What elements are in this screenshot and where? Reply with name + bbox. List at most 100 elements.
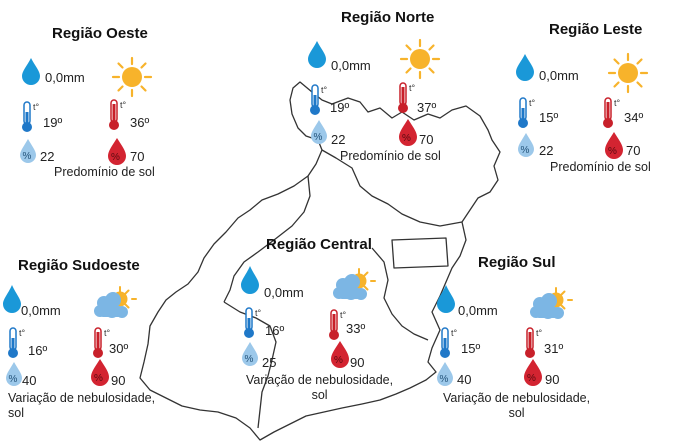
weather-description: Variação de nebulosidade, sol xyxy=(443,391,591,420)
humidity-max-value: 90 xyxy=(545,372,560,387)
region-title: Região Oeste xyxy=(52,25,148,42)
svg-text:t°: t° xyxy=(409,83,416,93)
humidity-min-value: 22 xyxy=(539,143,554,158)
rain-drop-icon xyxy=(22,58,40,85)
humidity-max-value: 70 xyxy=(419,132,434,147)
humidity-min-icon: % xyxy=(242,342,258,366)
rain-drop-icon xyxy=(437,285,455,313)
rain-drop-icon xyxy=(241,266,259,294)
sun-icon xyxy=(111,56,153,98)
temp-min-value: 15º xyxy=(539,110,559,125)
humidity-max-icon: % xyxy=(108,138,126,165)
thermometer-min-icon: t° xyxy=(440,327,458,358)
svg-text:%: % xyxy=(245,354,254,365)
temp-min-value: 15º xyxy=(461,341,481,356)
svg-text:t°: t° xyxy=(120,100,127,110)
temp-min-value: 16º xyxy=(28,343,48,358)
border-oeste-central xyxy=(223,175,311,303)
region-title: Região Sul xyxy=(478,254,556,271)
rain-value: 0,0mm xyxy=(331,58,371,73)
temp-min-value: 19º xyxy=(43,115,63,130)
thermometer-min-icon: t° xyxy=(244,307,262,338)
thermometer-min-icon: t° xyxy=(310,84,328,115)
humidity-max-value: 70 xyxy=(626,143,641,158)
humidity-max-icon: % xyxy=(331,341,349,368)
thermometer-max-icon: t° xyxy=(329,309,347,340)
federal-district xyxy=(391,237,449,269)
humidity-max-icon: % xyxy=(524,359,542,386)
sun-icon xyxy=(607,52,649,94)
thermometer-min-icon: t° xyxy=(22,101,40,132)
rain-value: 0,0mm xyxy=(264,285,304,300)
weather-description: Predomínio de sol xyxy=(340,149,441,163)
svg-text:t°: t° xyxy=(19,328,26,338)
svg-text:%: % xyxy=(402,133,411,144)
svg-text:t°: t° xyxy=(536,328,543,338)
thermometer-max-icon: t° xyxy=(525,327,543,358)
humidity-min-icon: % xyxy=(311,120,327,144)
humidity-min-value: 22 xyxy=(40,149,55,164)
humidity-min-icon: % xyxy=(20,139,36,163)
thermometer-max-icon: t° xyxy=(603,97,621,128)
sun-icon xyxy=(399,38,441,80)
weather-description: Variação de nebulosidade, sol xyxy=(246,373,394,402)
temp-max-value: 36º xyxy=(130,115,150,130)
svg-text:%: % xyxy=(23,151,32,162)
svg-text:t°: t° xyxy=(340,310,347,320)
region-title: Região Central xyxy=(266,236,372,253)
svg-text:t°: t° xyxy=(104,328,111,338)
temp-max-value: 31º xyxy=(544,341,564,356)
humidity-max-icon: % xyxy=(91,359,109,386)
region-title: Região Sudoeste xyxy=(18,257,140,274)
svg-text:%: % xyxy=(314,132,323,143)
svg-text:%: % xyxy=(334,355,343,366)
weather-description: Predomínio de sol xyxy=(54,165,155,179)
rain-value: 0,0mm xyxy=(21,303,61,318)
temp-min-value: 19º xyxy=(330,100,350,115)
cloud-sun-icon xyxy=(530,287,573,319)
humidity-min-value: 40 xyxy=(457,372,472,387)
humidity-min-value: 40 xyxy=(22,373,37,388)
svg-text:t°: t° xyxy=(33,102,40,112)
humidity-min-icon: % xyxy=(518,133,534,157)
svg-text:%: % xyxy=(608,146,617,157)
temp-max-value: 33º xyxy=(346,321,366,336)
svg-text:t°: t° xyxy=(451,328,458,338)
weather-description: Variação de nebulosidade, sol xyxy=(8,391,156,420)
temp-max-value: 34º xyxy=(624,110,644,125)
svg-text:%: % xyxy=(527,373,536,384)
border-central-sul xyxy=(371,247,429,341)
svg-text:t°: t° xyxy=(321,85,328,95)
thermometer-max-icon: t° xyxy=(398,82,416,113)
region-title: Região Norte xyxy=(341,9,435,26)
rain-value: 0,0mm xyxy=(539,68,579,83)
state-outline xyxy=(139,81,501,441)
humidity-max-icon: % xyxy=(399,119,417,146)
weather-description: Predomínio de sol xyxy=(550,160,651,174)
rain-drop-icon xyxy=(308,41,326,68)
rain-drop-icon xyxy=(3,285,21,313)
thermometer-max-icon: t° xyxy=(93,327,111,358)
humidity-max-icon: % xyxy=(605,132,623,159)
rain-drop-icon xyxy=(516,54,534,81)
border-norte-central xyxy=(321,149,463,227)
humidity-min-value: 25 xyxy=(262,355,277,370)
humidity-max-value: 90 xyxy=(350,355,365,370)
svg-text:%: % xyxy=(521,145,530,156)
svg-text:t°: t° xyxy=(255,308,262,318)
humidity-min-value: 22 xyxy=(331,132,346,147)
temp-min-value: 16º xyxy=(265,323,285,338)
thermometer-min-icon: t° xyxy=(8,327,26,358)
rain-value: 0,0mm xyxy=(458,303,498,318)
svg-text:%: % xyxy=(9,374,18,385)
svg-text:%: % xyxy=(94,373,103,384)
cloud-sun-icon xyxy=(333,268,376,300)
thermometer-min-icon: t° xyxy=(518,97,536,128)
svg-text:%: % xyxy=(440,374,449,385)
humidity-max-value: 90 xyxy=(111,373,126,388)
thermometer-max-icon: t° xyxy=(109,99,127,130)
humidity-max-value: 70 xyxy=(130,149,145,164)
svg-text:t°: t° xyxy=(614,98,621,108)
region-title: Região Leste xyxy=(549,21,643,38)
cloud-sun-icon xyxy=(94,286,137,318)
